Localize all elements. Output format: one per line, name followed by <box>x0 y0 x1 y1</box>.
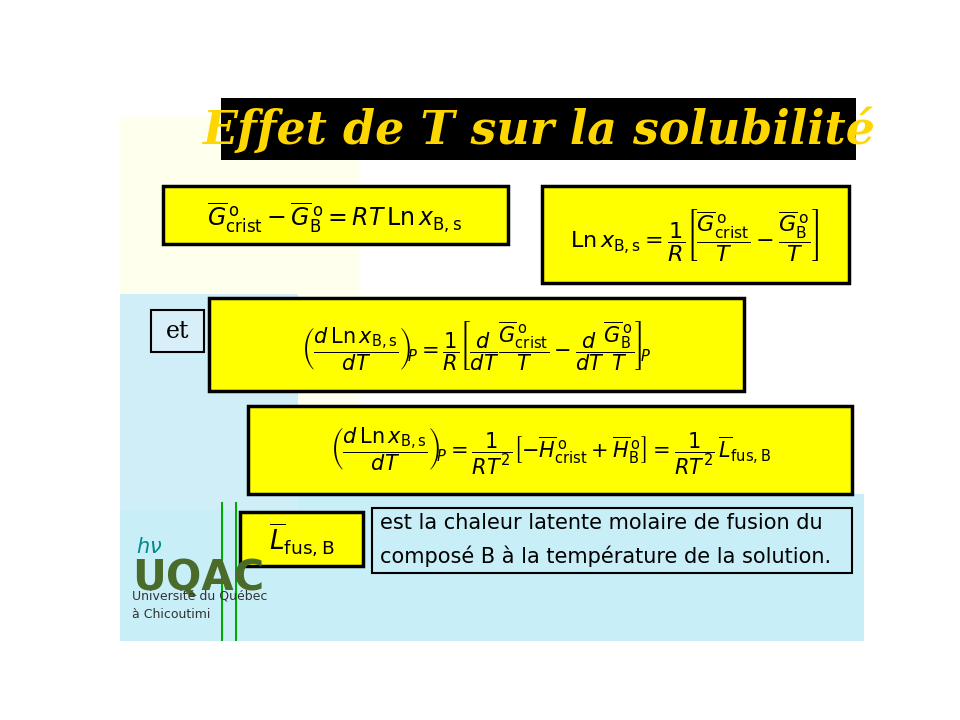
FancyBboxPatch shape <box>120 294 299 510</box>
FancyBboxPatch shape <box>221 502 223 641</box>
Text: $\overline{G}^{\,\mathrm{o}}_{\mathrm{crist}} - \overline{G}^{\,\mathrm{o}}_{\ma: $\overline{G}^{\,\mathrm{o}}_{\mathrm{cr… <box>207 200 463 235</box>
Text: UQAC: UQAC <box>132 557 264 598</box>
Text: $\left(\dfrac{d\,\mathrm{Ln}\,x_{\mathrm{B,s}}}{dT}\right)_{\!\!P} = \dfrac{1}{R: $\left(\dfrac{d\,\mathrm{Ln}\,x_{\mathrm… <box>301 319 652 373</box>
FancyBboxPatch shape <box>221 98 856 160</box>
FancyBboxPatch shape <box>162 186 508 244</box>
Text: Université du Québec
à Chicoutimi: Université du Québec à Chicoutimi <box>132 590 267 621</box>
FancyBboxPatch shape <box>151 310 204 352</box>
Text: $h\nu$: $h\nu$ <box>135 537 162 557</box>
FancyBboxPatch shape <box>542 186 849 283</box>
FancyBboxPatch shape <box>120 495 864 641</box>
Text: $\mathrm{Ln}\,x_{\mathrm{B,s}} = \dfrac{1}{R}\left[\dfrac{\overline{G}^{\,\mathr: $\mathrm{Ln}\,x_{\mathrm{B,s}} = \dfrac{… <box>570 207 820 263</box>
Text: $\left(\dfrac{d\,\mathrm{Ln}\,x_{\mathrm{B,s}}}{dT}\right)_{\!\!P} = \dfrac{1}{R: $\left(\dfrac{d\,\mathrm{Ln}\,x_{\mathrm… <box>329 426 771 477</box>
FancyBboxPatch shape <box>240 512 363 566</box>
FancyBboxPatch shape <box>372 508 852 573</box>
FancyBboxPatch shape <box>120 117 360 518</box>
Text: $\overline{L}_{\mathrm{fus,B}}$: $\overline{L}_{\mathrm{fus,B}}$ <box>269 521 334 559</box>
Text: et: et <box>165 320 189 343</box>
FancyBboxPatch shape <box>120 86 864 641</box>
Text: est la chaleur latente molaire de fusion du
composé B à la température de la sol: est la chaleur latente molaire de fusion… <box>379 513 830 567</box>
FancyBboxPatch shape <box>234 502 237 641</box>
FancyBboxPatch shape <box>209 298 744 390</box>
Text: Effet de T sur la solubilité: Effet de T sur la solubilité <box>202 107 875 153</box>
FancyBboxPatch shape <box>248 406 852 495</box>
